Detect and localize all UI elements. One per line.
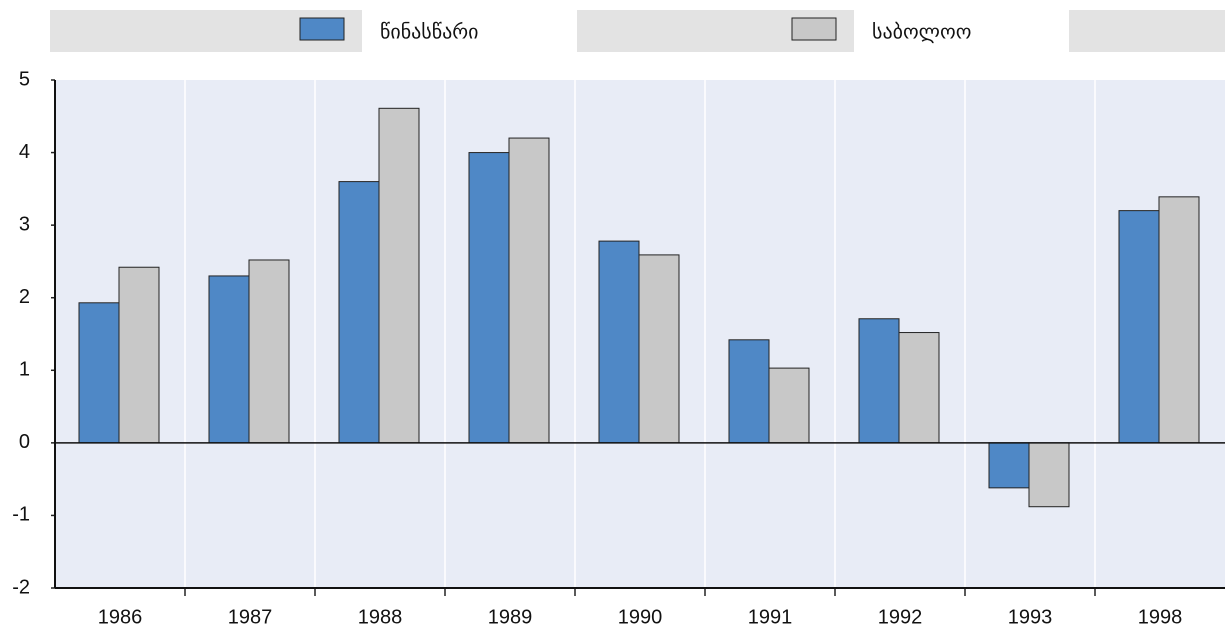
x-tick-label: 1987 <box>228 606 273 628</box>
bar <box>338 181 380 444</box>
bar <box>768 367 810 444</box>
bar <box>728 339 770 444</box>
bar <box>468 152 510 444</box>
bar <box>1118 210 1160 444</box>
x-tick-label: 1989 <box>488 606 533 628</box>
y-tick-label: 4 <box>19 141 30 163</box>
x-tick-label: 1988 <box>358 606 403 628</box>
bar <box>78 302 120 444</box>
x-tick-label: 1992 <box>878 606 923 628</box>
bar <box>1028 442 1070 508</box>
y-tick-label: 3 <box>19 213 30 235</box>
bar <box>1158 196 1200 444</box>
bar <box>638 254 680 444</box>
legend-swatch <box>791 17 837 41</box>
bar <box>598 240 640 444</box>
bar <box>508 137 550 444</box>
y-tick-label: 1 <box>19 359 30 381</box>
bar <box>208 275 250 444</box>
bar <box>858 318 900 444</box>
legend-swatch <box>299 17 345 41</box>
x-tick-label: 1986 <box>98 606 143 628</box>
x-tick-label: 1998 <box>1138 606 1183 628</box>
bar <box>988 442 1030 489</box>
legend-label: წინასწარი <box>380 21 479 43</box>
x-tick-label: 1993 <box>1008 606 1053 628</box>
legend-label: საბოლოო <box>872 21 971 43</box>
y-tick-label: -1 <box>12 504 30 526</box>
bar <box>378 107 420 444</box>
y-tick-label: 5 <box>19 68 30 90</box>
legend-label-box <box>362 10 577 52</box>
legend-label-box <box>854 10 1069 52</box>
x-tick-label: 1990 <box>618 606 663 628</box>
bar <box>898 332 940 444</box>
x-tick-label: 1991 <box>748 606 793 628</box>
y-tick-label: 0 <box>19 431 30 453</box>
y-tick-label: -2 <box>12 576 30 598</box>
bar <box>248 259 290 444</box>
bar <box>118 266 160 444</box>
y-tick-label: 2 <box>19 286 30 308</box>
